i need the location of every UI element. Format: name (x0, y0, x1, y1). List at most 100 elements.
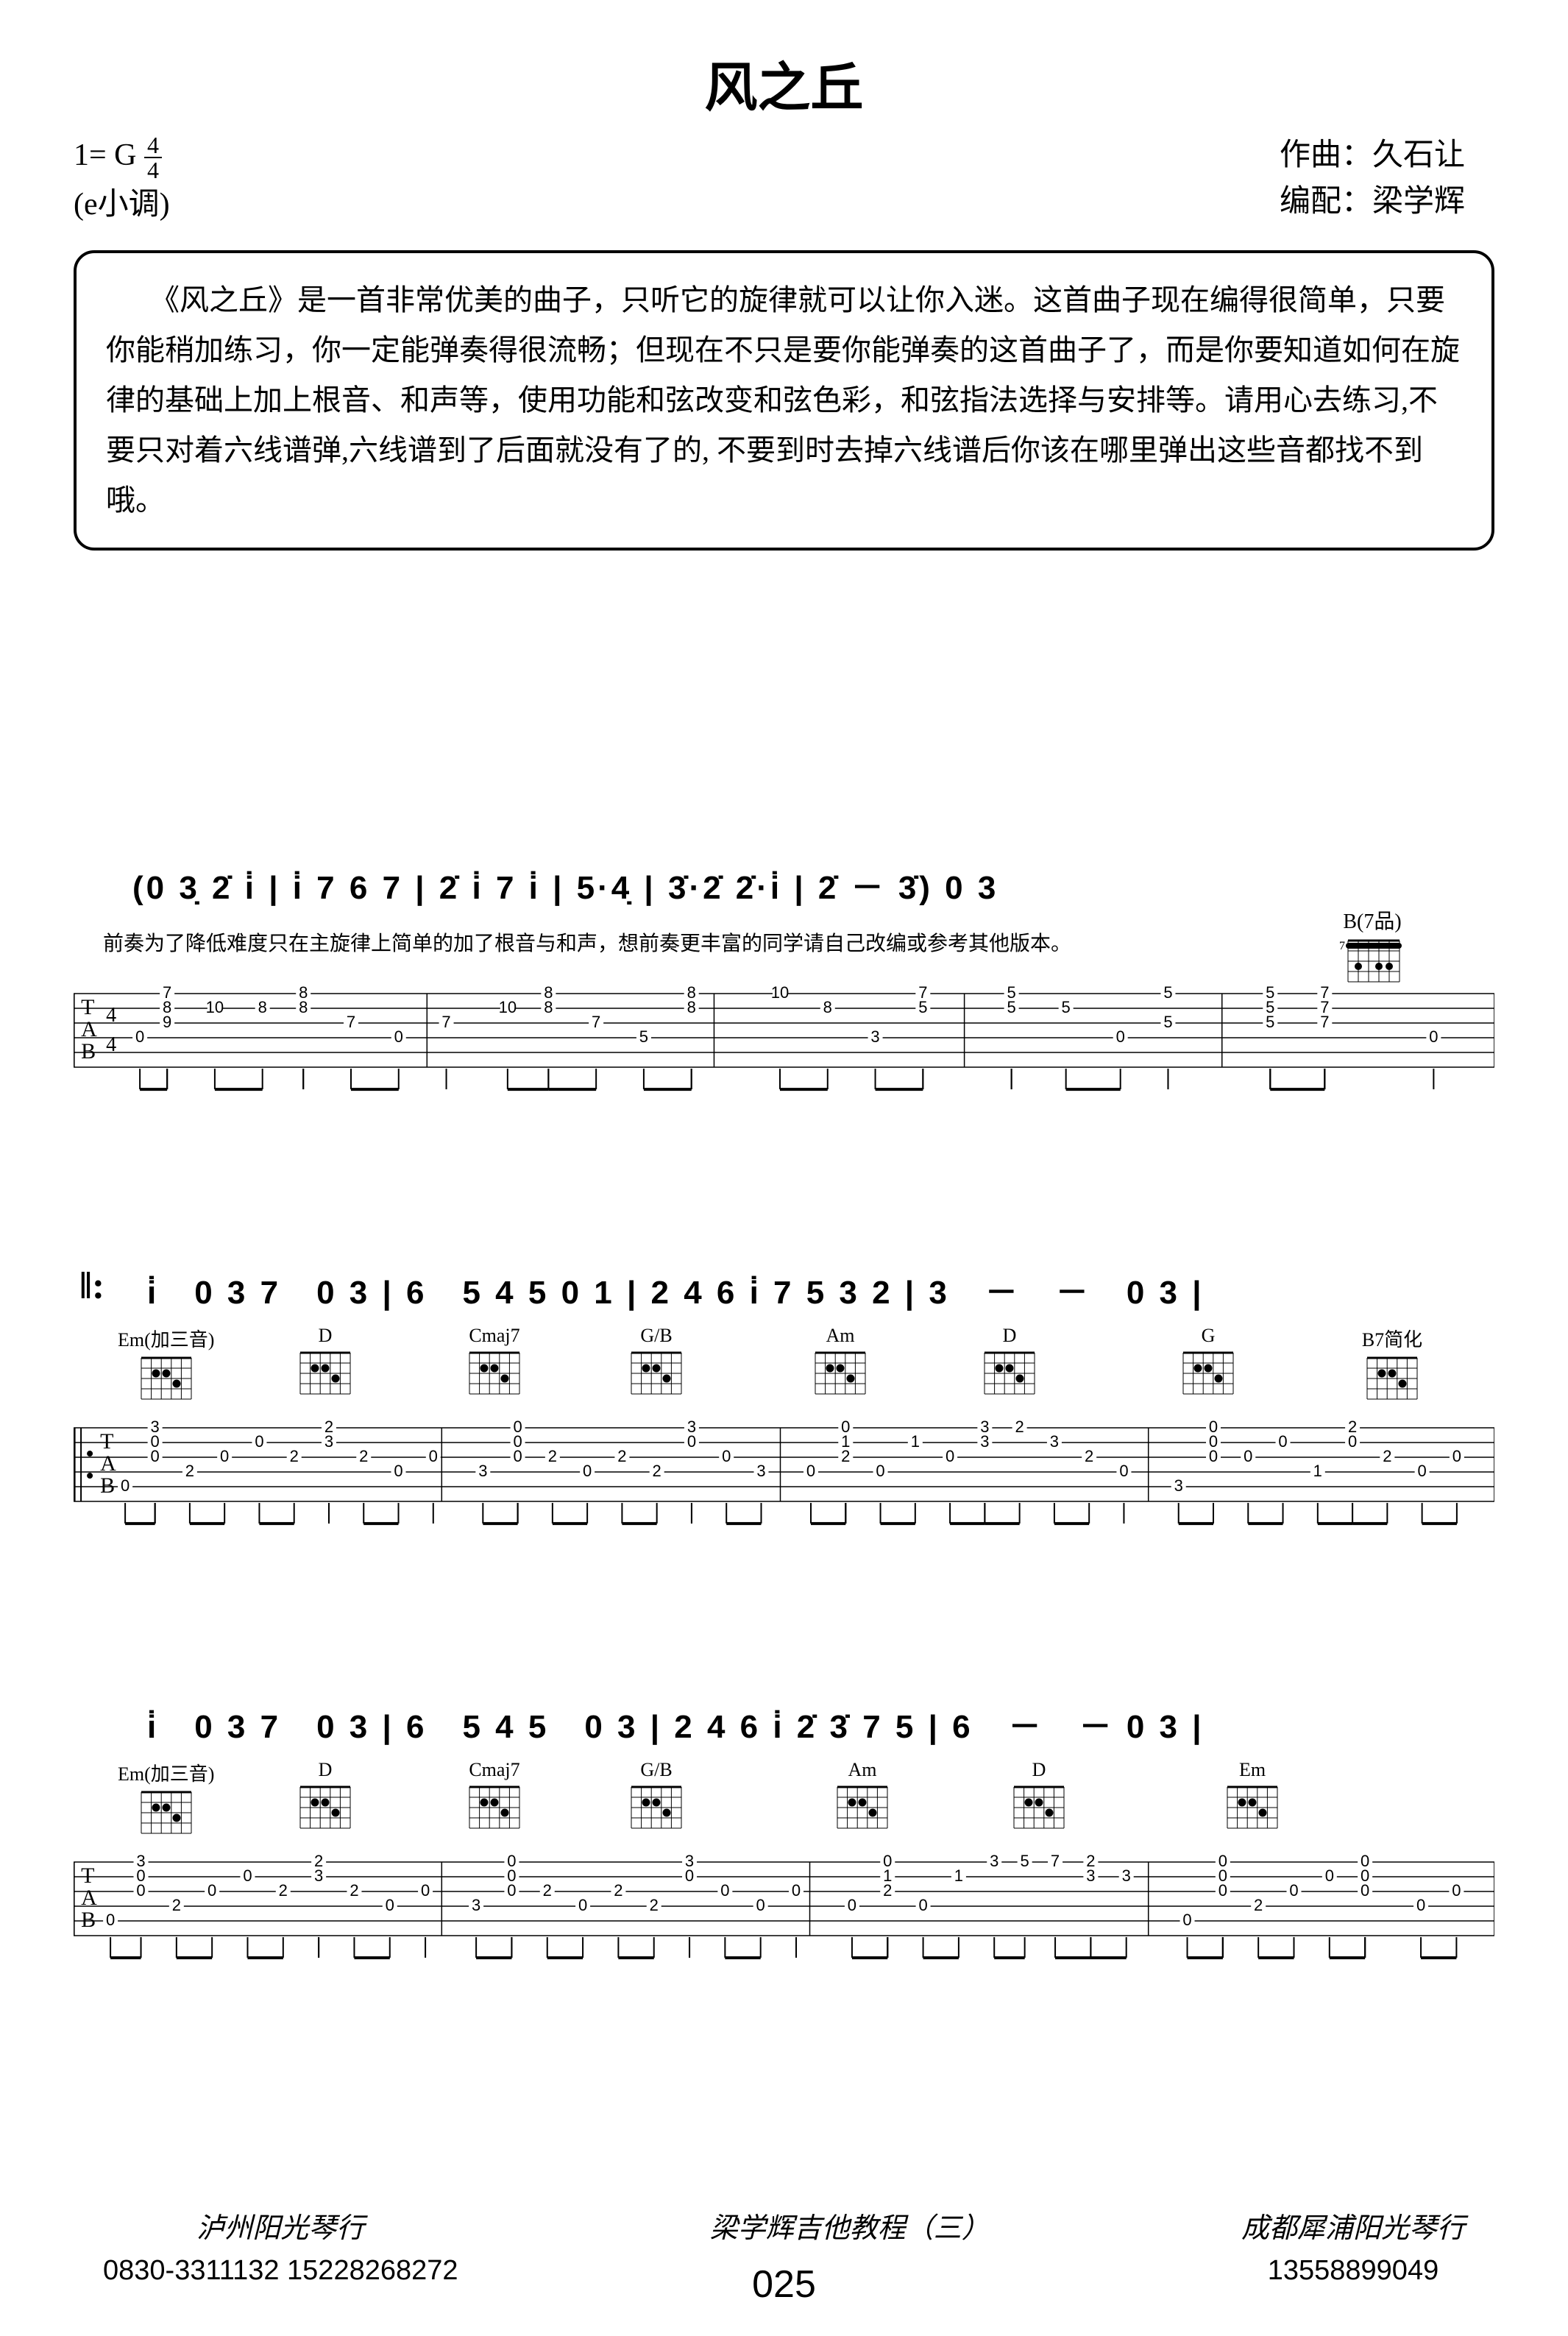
svg-text:3: 3 (1174, 1476, 1183, 1495)
intro-text: 《风之丘》是一首非常优美的曲子，只听它的旋律就可以让你入迷。这首曲子现在编得很简… (74, 250, 1494, 551)
svg-text:0: 0 (513, 1447, 522, 1465)
time-signature: 4 4 (144, 133, 162, 182)
svg-text:0: 0 (386, 1896, 394, 1914)
svg-text:2: 2 (1015, 1417, 1024, 1436)
chord-diagram: D (1008, 1759, 1070, 1846)
svg-text:2: 2 (650, 1896, 659, 1914)
svg-text:0: 0 (1182, 1911, 1191, 1929)
footer-left: 泸州阳光琴行 0830-3311132 15228268272 (103, 2208, 458, 2292)
svg-text:7: 7 (1051, 1852, 1060, 1870)
svg-text:A: A (81, 1017, 97, 1041)
svg-text:0: 0 (792, 1881, 801, 1900)
jianpu-line-3: i̇ 0 3 7 0 3 | 6 5 4 5 0 3 | 2 4 6 i̇ 2̇… (147, 1700, 1494, 1747)
svg-text:5: 5 (1266, 1013, 1274, 1031)
svg-text:8: 8 (544, 998, 553, 1016)
svg-text:3: 3 (1122, 1866, 1131, 1885)
svg-text:0: 0 (1429, 1027, 1438, 1046)
svg-text:0: 0 (394, 1462, 402, 1480)
svg-text:0: 0 (578, 1896, 587, 1914)
svg-text:0: 0 (1452, 1447, 1461, 1465)
svg-text:1: 1 (954, 1866, 963, 1885)
svg-text:0: 0 (756, 1896, 765, 1914)
svg-text:3: 3 (1086, 1866, 1095, 1885)
svg-text:0: 0 (135, 1027, 144, 1046)
svg-text:0: 0 (1361, 1881, 1369, 1900)
svg-text:0: 0 (151, 1447, 160, 1465)
chord-diagram: G/B (625, 1325, 687, 1412)
svg-text:2: 2 (279, 1881, 288, 1900)
jianpu-line-2: i̇ 0 3 7 0 3 | 6 5 4 5 0 1 | 2 4 6 i̇ 7 … (147, 1266, 1494, 1313)
chord-diagram: G/B (625, 1759, 687, 1846)
svg-text:8: 8 (258, 998, 267, 1016)
svg-text:2: 2 (841, 1447, 850, 1465)
svg-text:0: 0 (946, 1447, 954, 1465)
svg-text:A: A (100, 1451, 116, 1476)
svg-text:3: 3 (1050, 1432, 1059, 1451)
svg-text:B: B (81, 1908, 96, 1932)
svg-text:10: 10 (771, 983, 789, 1002)
svg-text:0: 0 (876, 1462, 884, 1480)
svg-text:0: 0 (1416, 1896, 1425, 1914)
svg-text:2: 2 (614, 1881, 622, 1900)
chord-diagram: D (979, 1325, 1040, 1412)
svg-text:3: 3 (756, 1462, 765, 1480)
svg-text:T: T (81, 1864, 94, 1888)
svg-text:0: 0 (848, 1896, 856, 1914)
chord-diagram: B7简化 (1361, 1325, 1423, 1417)
svg-text:0: 0 (1348, 1432, 1357, 1451)
svg-text:8: 8 (687, 998, 696, 1016)
svg-text:0: 0 (918, 1896, 927, 1914)
meta-right: 作曲：久石让 编配：梁学辉 (1280, 132, 1465, 225)
svg-text:B: B (100, 1473, 115, 1498)
svg-text:0: 0 (121, 1476, 130, 1495)
svg-text:0: 0 (1218, 1881, 1227, 1900)
svg-text:A: A (81, 1886, 97, 1910)
mode-label: (e小调) (74, 182, 170, 228)
svg-text:5: 5 (1163, 1013, 1172, 1031)
repeat-start-icon: ‖: (79, 1264, 104, 1308)
svg-text:0: 0 (507, 1881, 516, 1900)
jianpu-line-1: (0 3̣ 2̇ i̇ | i̇ 7 6 7 | 2̇ i̇ 7 i̇ | 5·… (132, 861, 1494, 908)
svg-text:9: 9 (163, 1013, 171, 1031)
svg-text:T: T (81, 995, 94, 1019)
svg-text:7: 7 (1339, 940, 1345, 952)
tab-staff-2: T A B 0300200223200300020223003001201033… (74, 1413, 1494, 1546)
svg-text:2: 2 (1085, 1447, 1093, 1465)
svg-text:1: 1 (911, 1432, 920, 1451)
svg-text:8: 8 (299, 998, 308, 1016)
svg-text:0: 0 (583, 1462, 592, 1480)
svg-text:7: 7 (347, 1013, 355, 1031)
svg-text:2: 2 (617, 1447, 626, 1465)
chord-diagram: Cmaj7 (464, 1759, 525, 1846)
svg-text:0: 0 (220, 1447, 229, 1465)
svg-text:2: 2 (653, 1462, 661, 1480)
svg-text:5: 5 (1007, 998, 1016, 1016)
svg-text:5: 5 (1021, 1852, 1029, 1870)
svg-text:5: 5 (1163, 983, 1172, 1002)
svg-text:2: 2 (185, 1462, 194, 1480)
song-title: 风之丘 (0, 0, 1568, 121)
svg-text:4: 4 (106, 1033, 116, 1056)
svg-text:0: 0 (207, 1881, 216, 1900)
svg-text:0: 0 (1452, 1881, 1461, 1900)
svg-text:0: 0 (1119, 1462, 1128, 1480)
svg-text:0: 0 (685, 1866, 694, 1885)
intro-note: 前奏为了降低难度只在主旋律上简单的加了根音与和声，想前奏更丰富的同学请自己改编或… (103, 927, 1071, 957)
svg-text:2: 2 (290, 1447, 299, 1465)
chord-diagram: Cmaj7 (464, 1325, 525, 1412)
svg-text:0: 0 (1325, 1866, 1334, 1885)
svg-text:T: T (100, 1429, 113, 1454)
chord-diagram: Em (1221, 1759, 1283, 1846)
svg-text:0: 0 (429, 1447, 438, 1465)
svg-text:0: 0 (106, 1911, 115, 1929)
svg-text:2: 2 (359, 1447, 368, 1465)
svg-text:0: 0 (136, 1881, 145, 1900)
svg-text:0: 0 (687, 1432, 696, 1451)
svg-text:3: 3 (324, 1432, 333, 1451)
svg-text:2: 2 (543, 1881, 552, 1900)
svg-text:0: 0 (243, 1866, 252, 1885)
chord-diagram: Am (831, 1759, 893, 1846)
svg-text:B: B (81, 1039, 96, 1063)
svg-text:2: 2 (172, 1896, 181, 1914)
chord-diagram: Am (809, 1325, 871, 1412)
